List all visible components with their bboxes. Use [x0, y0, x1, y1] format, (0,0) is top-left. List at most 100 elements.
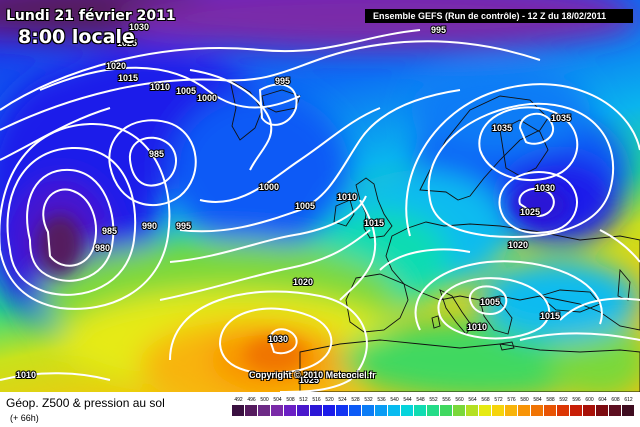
isobar-label: 1030 — [129, 22, 149, 32]
isobar-label: 1035 — [551, 113, 571, 123]
isobar-label: 1005 — [176, 86, 196, 96]
forecast-time: 8:00 locale — [18, 26, 135, 48]
legend-item: 608 — [609, 397, 622, 417]
legend-swatch — [479, 405, 492, 416]
isobar-label: 1005 — [295, 201, 315, 211]
legend-item: 572 — [492, 397, 505, 417]
legend-label: 608 — [611, 397, 620, 403]
isobar-label: 1010 — [467, 322, 487, 332]
legend-label: 604 — [598, 397, 607, 403]
isobar-label: 985 — [149, 149, 164, 159]
legend-item: 512 — [297, 397, 310, 417]
legend-swatch — [375, 405, 388, 416]
legend-label: 520 — [325, 397, 334, 403]
isobar-labels: 1030 1025 995 1020 1015 1010 1005 1000 9… — [15, 21, 572, 386]
legend-label: 552 — [429, 397, 438, 403]
legend-item: 548 — [414, 397, 427, 417]
legend-label: 512 — [299, 397, 308, 403]
legend-swatch — [401, 405, 414, 416]
legend-label: 532 — [364, 397, 373, 403]
isobar-label: 1015 — [118, 73, 138, 83]
legend-swatch — [518, 405, 531, 416]
legend-label: 508 — [286, 397, 295, 403]
legend-label: 600 — [585, 397, 594, 403]
legend-label: 612 — [624, 397, 633, 403]
legend-item: 500 — [258, 397, 271, 417]
isobar-label: 1010 — [16, 370, 36, 380]
legend-item: 580 — [518, 397, 531, 417]
legend-label: 592 — [559, 397, 568, 403]
legend-swatch — [323, 405, 336, 416]
legend-label: 496 — [247, 397, 256, 403]
isobar-label: 1000 — [197, 93, 217, 103]
isobar-label: 985 — [102, 226, 117, 236]
legend-swatch — [336, 405, 349, 416]
legend-label: 584 — [533, 397, 542, 403]
isobar-label: 1025 — [299, 375, 319, 385]
isobar-label: 1015 — [364, 218, 384, 228]
isobar-label: 1015 — [540, 311, 560, 321]
legend-swatch — [557, 405, 570, 416]
legend-swatch — [609, 405, 622, 416]
legend-item: 540 — [388, 397, 401, 417]
legend-label: 536 — [377, 397, 386, 403]
legend-label: 524 — [338, 397, 347, 403]
legend-item: 568 — [479, 397, 492, 417]
legend-item: 588 — [544, 397, 557, 417]
isobar-label: 1025 — [117, 38, 137, 48]
isobar-label: 1030 — [268, 334, 288, 344]
legend-label: 580 — [520, 397, 529, 403]
legend-label: 564 — [468, 397, 477, 403]
legend-item: 604 — [596, 397, 609, 417]
isobar-label: 1020 — [106, 61, 126, 71]
legend-label: 560 — [455, 397, 464, 403]
legend-swatch — [531, 405, 544, 416]
isobar-label: 1020 — [293, 277, 313, 287]
legend-item: 560 — [453, 397, 466, 417]
model-run-info: Ensemble GEFS (Run de contrôle) - 12 Z d… — [365, 9, 633, 23]
legend-swatch — [414, 405, 427, 416]
geopotential-shading — [0, 0, 640, 392]
isobar-label: 1010 — [150, 82, 170, 92]
legend-label: 528 — [351, 397, 360, 403]
legend-label: 500 — [260, 397, 269, 403]
isobar-label: 995 — [176, 221, 191, 231]
legend-item: 528 — [349, 397, 362, 417]
isobar-label: 995 — [431, 25, 446, 35]
legend-label: 556 — [442, 397, 451, 403]
legend-swatch — [440, 405, 453, 416]
legend-label: 568 — [481, 397, 490, 403]
legend-swatch — [284, 405, 297, 416]
legend-item: 600 — [583, 397, 596, 417]
isobars — [0, 29, 640, 392]
legend-swatch — [271, 405, 284, 416]
legend-swatch — [310, 405, 323, 416]
coastlines — [229, 79, 640, 392]
map-title: Géop. Z500 & pression au sol — [6, 396, 165, 410]
legend-item: 532 — [362, 397, 375, 417]
legend-item: 524 — [336, 397, 349, 417]
legend-swatch — [622, 405, 635, 416]
legend-item: 556 — [440, 397, 453, 417]
legend-item: 612 — [622, 397, 635, 417]
legend-swatch — [466, 405, 479, 416]
geopotential-map: 1030 1025 995 1020 1015 1010 1005 1000 9… — [0, 0, 640, 392]
legend-swatch — [583, 405, 596, 416]
legend-swatch — [388, 405, 401, 416]
legend-item: 520 — [323, 397, 336, 417]
legend-label: 540 — [390, 397, 399, 403]
isobar-label: 1035 — [492, 123, 512, 133]
legend-swatch — [258, 405, 271, 416]
legend-swatch — [505, 405, 518, 416]
legend-item: 496 — [245, 397, 258, 417]
isobar-label: 990 — [142, 221, 157, 231]
legend-item: 516 — [310, 397, 323, 417]
legend-swatch — [297, 405, 310, 416]
legend-item: 596 — [570, 397, 583, 417]
legend-label: 588 — [546, 397, 555, 403]
legend-swatch — [570, 405, 583, 416]
legend-swatch — [349, 405, 362, 416]
legend-swatch — [596, 405, 609, 416]
copyright-notice: Copyright © 2010 Meteociel.fr — [249, 370, 376, 380]
legend-label: 548 — [416, 397, 425, 403]
